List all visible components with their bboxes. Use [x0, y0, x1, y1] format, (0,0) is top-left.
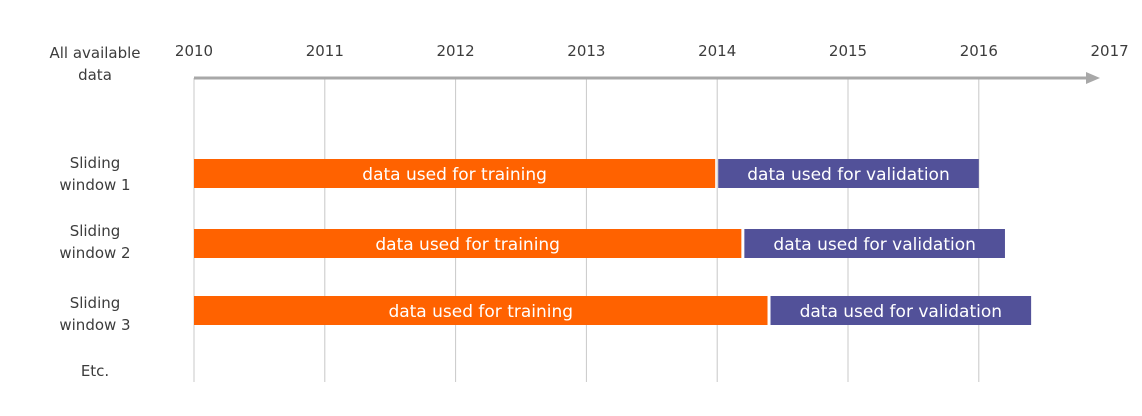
validation-bar-label-2: data used for validation: [773, 235, 975, 255]
year-label-2016: 2016: [959, 42, 998, 60]
training-bar-label-3: data used for training: [388, 302, 573, 322]
validation-bar-1: [718, 159, 979, 188]
year-label-2011: 2011: [305, 42, 344, 60]
training-bar-label-1: data used for training: [362, 165, 547, 185]
window-2-label: Sliding window 2: [59, 222, 131, 262]
validation-bar-label-3: data used for validation: [800, 302, 1002, 322]
window-1-label: Sliding window 1: [59, 154, 131, 194]
validation-bar-3: [770, 296, 1032, 325]
training-bar-label-2: data used for training: [375, 235, 560, 255]
year-label-2012: 2012: [436, 42, 475, 60]
training-bar-2: [194, 229, 742, 258]
timeline-arrowhead: [1086, 72, 1100, 84]
validation-bar-label-1: data used for validation: [747, 165, 949, 185]
year-label-2014: 2014: [698, 42, 737, 60]
window-3-label: Sliding window 3: [59, 294, 131, 334]
year-label-2010: 2010: [174, 42, 214, 60]
etc-label: Etc.: [80, 362, 110, 380]
year-label-2015: 2015: [828, 42, 868, 60]
all-data-label: All available data: [49, 44, 141, 84]
training-bar-3: [194, 296, 768, 325]
year-label-2013: 2013: [567, 42, 606, 60]
validation-bar-2: [744, 229, 1005, 258]
training-bar-1: [194, 159, 716, 188]
year-label-2017: 2017: [1090, 42, 1129, 60]
